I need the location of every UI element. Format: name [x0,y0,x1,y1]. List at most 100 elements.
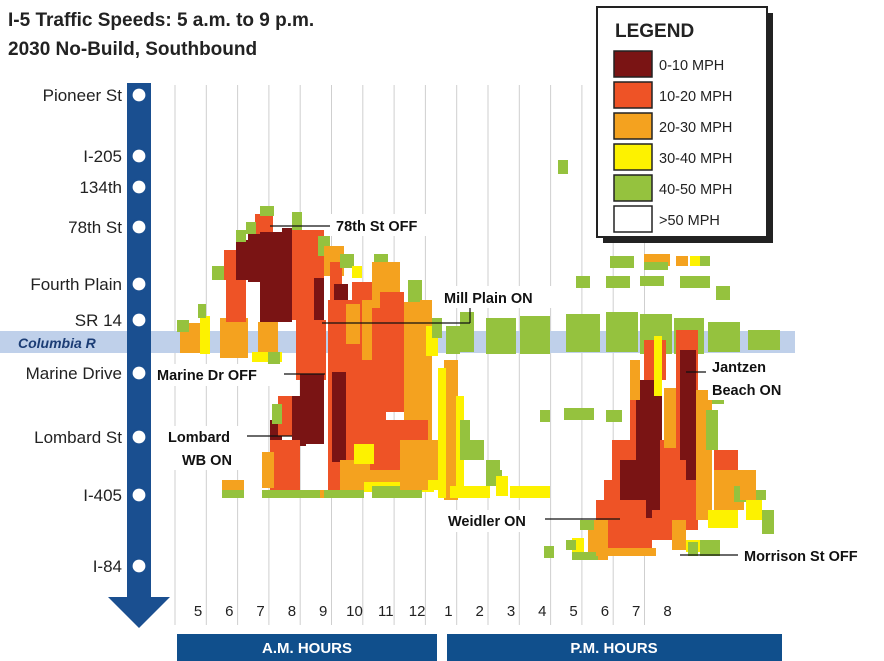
speed-cell [438,368,446,498]
speed-cell [446,326,460,354]
speed-cell [566,314,600,352]
annotation-morrison-st-off: Morrison St OFF [744,549,858,565]
speed-cell [296,320,326,380]
speed-cell [314,278,324,324]
hour-label: 11 [378,603,394,620]
hour-label: 7 [632,603,640,620]
speed-cell [220,318,248,358]
annotations: 78th St OFF Mill Plain ON Marine Dr OFF … [153,214,880,567]
speed-cell [606,276,630,288]
speed-cell [236,240,248,280]
station-label: I-84 [93,557,122,576]
speed-cell [620,460,640,500]
hour-label: 12 [409,603,426,620]
speed-cell [664,388,678,448]
station-label: Marine Drive [26,364,122,383]
station-label: I-205 [83,147,122,166]
speed-cell [226,278,246,322]
label-bg-78th [331,214,433,236]
label-bg-marine-dr [153,364,284,386]
legend-swatch [613,174,653,202]
speed-cell [746,500,762,520]
speed-cell [470,440,484,460]
hour-labels: 5 6 7 8 9 10 11 12 1 2 3 4 5 6 7 8 [194,603,672,620]
station-marker [130,275,148,293]
speed-cell [576,276,590,288]
station-label: Lombard St [34,428,122,447]
speed-cell [292,212,302,230]
river-label: Columbia R [18,335,97,351]
speed-cell [496,476,508,496]
annotation-lombard-line2: WB ON [182,453,232,469]
speed-cell [672,520,686,550]
speed-cell [700,540,720,556]
speed-cell [198,304,206,318]
hour-label: 10 [346,603,363,620]
speed-cell [332,372,346,462]
speed-cell [640,276,664,286]
speed-cell [690,256,704,266]
speed-cell [222,480,244,490]
annotation-lombard-line1: Lombard [168,430,230,446]
speed-cell [486,318,516,354]
speed-cell [680,350,696,460]
legend-label: >50 MPH [659,213,720,229]
speed-cell [270,440,300,490]
speed-cell [432,318,442,338]
hour-label: 9 [319,603,327,620]
speed-cell [558,160,568,174]
speed-cell [252,352,282,362]
station-label: 78th St [68,218,122,237]
hour-label: 8 [288,603,296,620]
speed-cell [212,266,224,280]
speed-cell [460,420,470,460]
axis-arrowhead [108,597,170,628]
annotation-mill-plain-on: Mill Plain ON [444,291,533,307]
speed-cell [222,490,244,498]
speed-cell [564,408,594,420]
speed-cell [708,322,740,352]
pm-band [447,634,782,661]
speed-cell [262,490,322,498]
legend-label: 40-50 MPH [659,182,732,198]
speed-cell [260,232,282,322]
legend-swatch [613,112,653,140]
speed-cell [334,284,348,300]
speed-cell [688,542,698,556]
speed-cell [374,254,388,262]
annotation-weidler-on: Weidler ON [448,514,526,530]
speed-cell [510,486,550,498]
speed-cell [676,256,688,266]
speed-cell [706,410,718,450]
station-marker [130,311,148,329]
speed-cell [696,390,712,520]
speed-cell [654,336,662,396]
speed-cell [708,510,738,528]
station-label: Pioneer St [43,86,123,105]
station-marker [130,86,148,104]
legend: LEGEND 0-10 MPH 10-20 MPH 20-30 MPH 30-40 M… [596,6,773,243]
speed-cell [236,230,246,242]
speed-cell [340,254,354,268]
label-bg-morrison [740,545,880,567]
speed-cell [282,228,292,322]
station-marker [130,178,148,196]
speed-cell [606,410,622,422]
speed-cell [756,490,766,500]
speed-cell [354,444,374,464]
label-bg-jantzen [708,354,804,400]
speed-cell [248,222,260,282]
speed-cell [292,230,304,320]
speed-cell [246,222,256,234]
station-marker [130,486,148,504]
hour-label: 5 [194,603,202,620]
speed-cell [636,380,662,510]
station-label: Fourth Plain [30,275,122,294]
speed-cell [292,396,306,446]
am-band-label: A.M. HOURS [262,640,352,657]
am-band [177,634,437,661]
speed-cell [716,286,730,300]
speed-cell [177,320,189,332]
chart-title-line1: I-5 Traffic Speeds: 5 a.m. to 9 p.m. [8,10,314,31]
